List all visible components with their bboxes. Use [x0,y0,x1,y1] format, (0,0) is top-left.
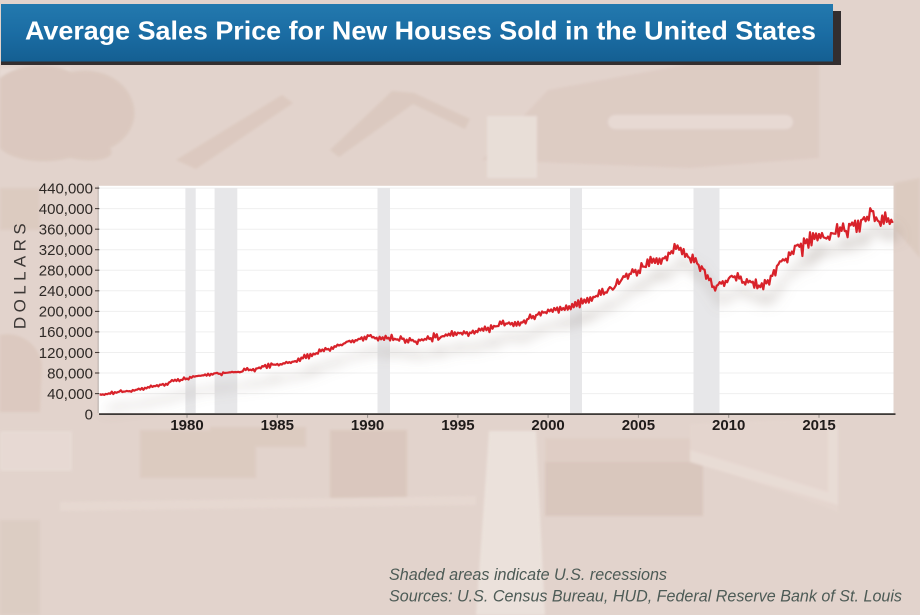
svg-text:1980: 1980 [170,417,203,434]
svg-text:240,000: 240,000 [39,283,93,300]
svg-text:280,000: 280,000 [39,263,93,280]
svg-text:160,000: 160,000 [39,324,93,341]
svg-text:40,000: 40,000 [47,386,93,403]
svg-text:2005: 2005 [622,417,655,434]
svg-text:1985: 1985 [261,417,294,434]
svg-text:1990: 1990 [351,417,384,434]
svg-text:DOLLARS: DOLLARS [11,219,30,329]
svg-text:2015: 2015 [802,417,835,434]
svg-text:80,000: 80,000 [47,365,93,382]
svg-text:320,000: 320,000 [39,242,93,259]
svg-text:2000: 2000 [531,417,564,434]
svg-text:200,000: 200,000 [39,304,93,321]
svg-text:440,000: 440,000 [39,180,93,197]
svg-text:360,000: 360,000 [39,222,93,239]
svg-text:1995: 1995 [441,417,474,434]
svg-text:Shaded areas indicate U.S. rec: Shaded areas indicate U.S. recessions [389,565,667,584]
svg-text:400,000: 400,000 [39,201,93,218]
svg-text:0: 0 [85,406,93,423]
svg-text:120,000: 120,000 [39,345,93,362]
svg-text:Average Sales Price for New Ho: Average Sales Price for New Houses Sold … [25,16,816,46]
svg-text:2010: 2010 [712,417,745,434]
svg-text:Sources: U.S. Census Bureau, H: Sources: U.S. Census Bureau, HUD, Federa… [389,587,902,606]
